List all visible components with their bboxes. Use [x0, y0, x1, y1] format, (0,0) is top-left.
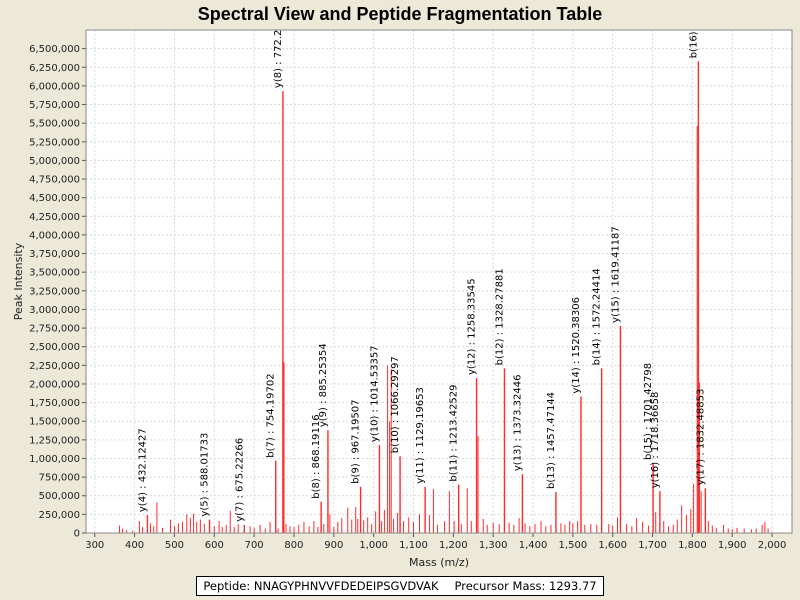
y-tick-label: 1,500,000	[29, 417, 80, 428]
x-tick-label: 1,800	[678, 540, 707, 551]
peak-label: b(15) : 1701.42798	[643, 363, 654, 460]
y-tick-label: 6,000,000	[29, 81, 80, 92]
peak-label: y(4) : 432.12427	[137, 428, 148, 512]
y-tick-label: 3,750,000	[29, 249, 80, 260]
peak-label: y(17) : 1832.48853	[695, 389, 706, 486]
x-tick-label: 600	[205, 540, 224, 551]
y-tick-label: 750,000	[39, 473, 80, 484]
y-tick-label: 2,500,000	[29, 342, 80, 353]
y-tick-label: 2,250,000	[29, 361, 80, 372]
peak-label: y(14) : 1520.38306	[571, 297, 582, 394]
y-tick-label: 2,000,000	[29, 379, 80, 390]
x-tick-label: 1,100	[399, 540, 428, 551]
y-tick-label: 250,000	[39, 510, 80, 521]
peak-label: y(8) : 772.2	[273, 30, 284, 88]
peak-label: b(8) : 868.19116	[311, 414, 322, 498]
y-tick-label: 5,500,000	[29, 119, 80, 130]
x-tick-label: 900	[324, 540, 343, 551]
peak-labels: y(4) : 432.12427 y(5) : 588.01733 y(7) : 6…	[137, 30, 706, 522]
axes: 0 250,000 500,000 750,000 1,000,000 1,250,000…	[29, 29, 793, 551]
peak-label: b(11) : 1213.42529	[449, 385, 460, 482]
x-tick-label: 800	[284, 540, 303, 551]
y-tick-label: 4,250,000	[29, 212, 80, 223]
peak-label: b(7) : 754.19702	[266, 373, 277, 457]
peak-label: b(16)	[688, 31, 699, 58]
x-tick-label: 1,900	[718, 540, 747, 551]
y-axis-label: Peak Intensity	[12, 242, 25, 320]
x-axis-label: Mass (m/z)	[409, 556, 469, 569]
y-tick-label: 6,500,000	[29, 44, 80, 55]
plot-area	[86, 30, 792, 533]
y-tick-label: 5,250,000	[29, 137, 80, 148]
peak-label: y(11) : 1129.19653	[415, 387, 426, 484]
x-tick-label: 300	[85, 540, 104, 551]
peak-label: b(10) : 1066.29297	[390, 356, 401, 453]
y-tick-label: 2,750,000	[29, 324, 80, 335]
gridlines	[86, 30, 792, 533]
peak-label: b(9) : 967.19507	[351, 399, 362, 483]
peaks	[118, 61, 769, 533]
peak-label: b(12) : 1328.27881	[494, 268, 505, 365]
peak-label: y(12) : 1258.33545	[467, 278, 478, 375]
y-tick-label: 1,750,000	[29, 398, 80, 409]
x-tick-label: 1,600	[598, 540, 627, 551]
y-tick-label: 4,500,000	[29, 193, 80, 204]
y-tick-label: 5,750,000	[29, 100, 80, 111]
plot-border	[85, 29, 793, 534]
x-tick-label: 400	[125, 540, 144, 551]
peak-label: y(13) : 1373.32446	[512, 375, 523, 472]
x-tick-label: 1,000	[359, 540, 388, 551]
y-tick-label: 500,000	[39, 491, 80, 502]
y-tick-label: 3,250,000	[29, 286, 80, 297]
y-tick-label: 3,000,000	[29, 305, 80, 316]
y-tick-label: 4,750,000	[29, 175, 80, 186]
x-tick-label: 1,700	[638, 540, 667, 551]
peak-label: y(5) : 588.01733	[200, 433, 211, 517]
peak-label: y(7) : 675.22266	[234, 438, 245, 522]
x-tick-label: 500	[165, 540, 184, 551]
peak-label: b(13) : 1457.47144	[546, 392, 557, 489]
peak-label: y(9) : 885.25354	[318, 343, 329, 427]
chart-title: Spectral View and Peptide Fragmentation …	[198, 4, 602, 24]
x-tick-label: 1,500	[559, 540, 588, 551]
precursor-mass: Precursor Mass: 1293.77	[454, 579, 597, 593]
peak-label: b(14) : 1572.24414	[592, 268, 603, 365]
y-tick-label: 1,000,000	[29, 454, 80, 465]
peptide-info-box: Peptide: NNAGYPHNVVFDEDEIPSGVDVAK Precur…	[196, 576, 604, 596]
peak-label: y(10) : 1014.53357	[369, 345, 380, 442]
y-tick-label: 6,250,000	[29, 63, 80, 74]
peak-label: y(15) : 1619.41187	[610, 226, 621, 323]
x-tick-label: 1,400	[519, 540, 548, 551]
x-tick-label: 2,000	[758, 540, 787, 551]
peak-label: y(16) : 1718.36658	[650, 392, 661, 489]
x-tick-label: 700	[245, 540, 264, 551]
peptide-sequence: Peptide: NNAGYPHNVVFDEDEIPSGVDVAK	[203, 579, 439, 593]
y-tick-label: 1,250,000	[29, 435, 80, 446]
y-tick-label: 0	[74, 529, 80, 540]
x-tick-label: 1,300	[479, 540, 508, 551]
y-tick-label: 3,500,000	[29, 268, 80, 279]
y-tick-label: 5,000,000	[29, 156, 80, 167]
x-tick-label: 1,200	[439, 540, 468, 551]
y-tick-label: 4,000,000	[29, 230, 80, 241]
